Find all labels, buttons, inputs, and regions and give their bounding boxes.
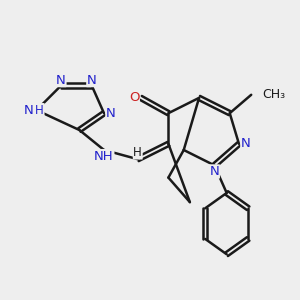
Text: N: N (241, 137, 250, 150)
Text: H: H (134, 146, 142, 159)
Text: N: N (56, 74, 66, 87)
Text: CH₃: CH₃ (262, 88, 285, 101)
Text: NH: NH (94, 150, 114, 163)
Text: N: N (24, 103, 34, 117)
Text: H: H (35, 103, 44, 117)
Text: N: N (106, 107, 116, 120)
Text: O: O (129, 92, 139, 104)
Text: N: N (209, 165, 219, 178)
Text: N: N (87, 74, 97, 87)
